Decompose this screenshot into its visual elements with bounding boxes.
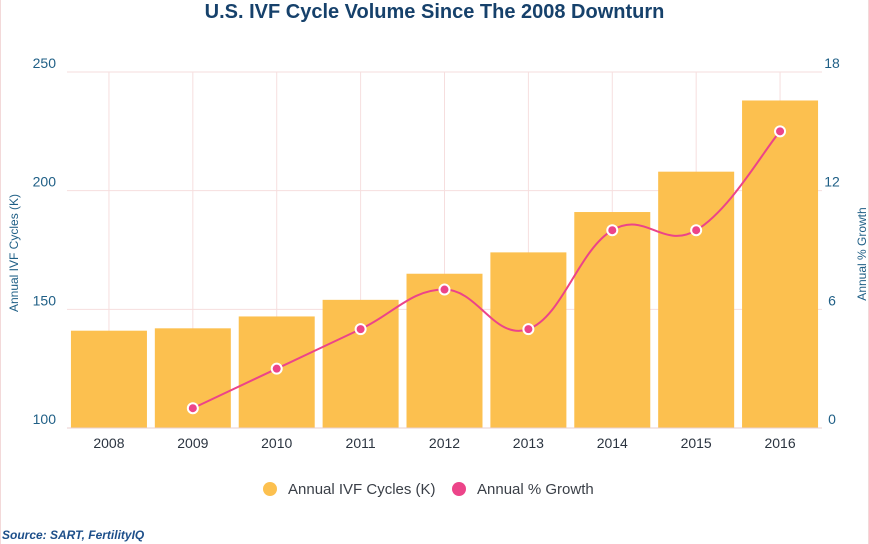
y-right-tick-label: 6 xyxy=(828,292,836,308)
y-right-tick-label: 18 xyxy=(824,55,840,71)
growth-point-2011 xyxy=(354,323,367,336)
x-tick-label-2016: 2016 xyxy=(764,435,795,451)
x-tick-label-2014: 2014 xyxy=(597,435,628,451)
axes: 100 150 200 250 0 6 12 18 2008 2009 2010 2011 2012 20… xyxy=(7,55,869,451)
x-tick-label-2011: 2011 xyxy=(346,435,376,451)
growth-point-2012 xyxy=(438,283,451,296)
bar-2015 xyxy=(658,171,735,428)
legend-marker xyxy=(452,482,466,496)
x-tick-label-2013: 2013 xyxy=(513,435,544,451)
legend: Annual IVF Cycles (K) Annual % Growth xyxy=(263,481,594,498)
growth-point-2009 xyxy=(186,402,199,415)
y-right-tick-label: 0 xyxy=(828,411,836,427)
legend-label: Annual IVF Cycles (K) xyxy=(288,481,436,498)
source-note: Source: SART, FertilityIQ xyxy=(2,528,145,542)
growth-point-2015 xyxy=(690,224,703,237)
y-right-axis-label: Annual % Growth xyxy=(855,207,869,300)
growth-line xyxy=(186,125,787,415)
legend-marker xyxy=(263,482,277,496)
x-tick-label-2009: 2009 xyxy=(177,435,208,451)
y-left-tick-label: 200 xyxy=(33,174,57,190)
y-left-tick-label: 150 xyxy=(33,292,57,308)
x-tick-label-2008: 2008 xyxy=(93,435,124,451)
legend-label: Annual % Growth xyxy=(477,481,594,498)
y-left-tick-label: 250 xyxy=(33,55,57,71)
growth-point-2010 xyxy=(270,362,283,375)
y-left-axis-label: Annual IVF Cycles (K) xyxy=(7,194,21,312)
bar-2012 xyxy=(406,273,483,428)
bar-2013 xyxy=(490,252,567,428)
y-right-tick-label: 12 xyxy=(824,174,840,190)
bar-2014 xyxy=(574,212,651,428)
x-tick-label-2012: 2012 xyxy=(429,435,460,451)
x-tick-label-2010: 2010 xyxy=(261,435,292,451)
chart-title: U.S. IVF Cycle Volume Since The 2008 Dow… xyxy=(204,1,665,23)
growth-point-2014 xyxy=(606,224,619,237)
y-left-tick-label: 100 xyxy=(33,411,57,427)
bar-2011 xyxy=(322,299,399,428)
growth-point-2013 xyxy=(522,323,535,336)
bar-2016 xyxy=(742,100,819,428)
growth-point-2016 xyxy=(774,125,787,138)
x-tick-label-2015: 2015 xyxy=(681,435,712,451)
bar-2008 xyxy=(70,330,147,428)
